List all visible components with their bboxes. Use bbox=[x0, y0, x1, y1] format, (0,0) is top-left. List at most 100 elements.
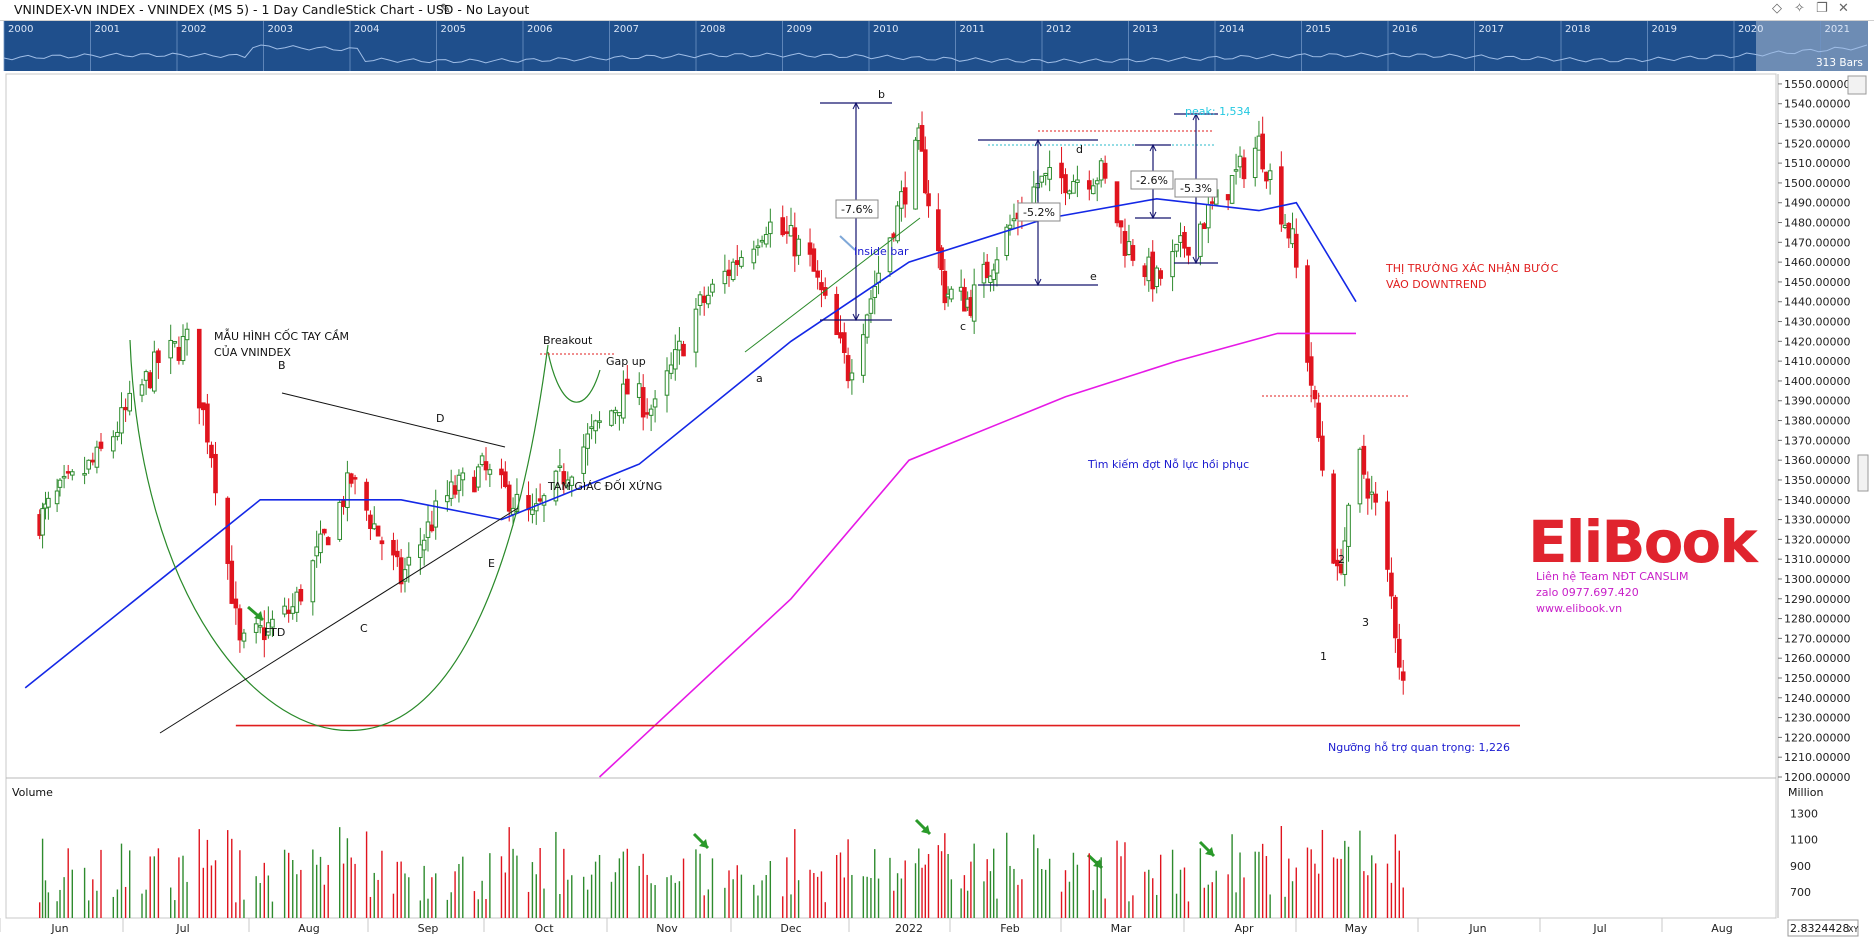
arrow-down-icon bbox=[1192, 256, 1200, 265]
candle bbox=[225, 496, 231, 580]
pct-box-frame bbox=[1174, 178, 1218, 198]
candle bbox=[1385, 490, 1390, 582]
arrow-head-icon bbox=[1205, 847, 1214, 856]
navigator-year-label: 2004 bbox=[354, 24, 379, 35]
candle bbox=[734, 245, 740, 276]
volume-arrow-icon bbox=[692, 832, 710, 850]
candle-body bbox=[1365, 478, 1371, 499]
navigator-year-label: 2005 bbox=[441, 24, 466, 35]
candle bbox=[1154, 265, 1160, 294]
candle bbox=[65, 464, 71, 480]
candle-body bbox=[398, 557, 404, 585]
candle bbox=[394, 539, 400, 567]
candle bbox=[391, 532, 396, 571]
candle-body bbox=[701, 295, 707, 303]
diamond-icon[interactable]: ◇ bbox=[1772, 1, 1782, 16]
candle bbox=[487, 463, 493, 488]
candle bbox=[942, 258, 948, 311]
price-tick-label: 1490.00000 bbox=[1784, 197, 1850, 210]
candle bbox=[115, 421, 120, 441]
navigator-year-label: 2019 bbox=[1652, 24, 1677, 35]
price-tick-label: 1390.00000 bbox=[1784, 395, 1850, 408]
candle-body bbox=[1063, 174, 1068, 194]
candle bbox=[664, 357, 670, 413]
candle-body bbox=[887, 237, 893, 273]
candle-body bbox=[1154, 267, 1160, 288]
candle bbox=[819, 270, 824, 308]
candle-body bbox=[838, 332, 843, 339]
candle-body bbox=[1260, 133, 1265, 170]
pct-box-frame bbox=[1017, 202, 1061, 222]
candle bbox=[1174, 243, 1179, 258]
candle-body bbox=[46, 497, 51, 508]
candle-body bbox=[617, 412, 622, 417]
drawings: -7.6% -5.2% -2.6% -5.3% bbox=[129, 101, 1410, 870]
plot-frame bbox=[5, 73, 1777, 919]
candle-body bbox=[1373, 493, 1378, 503]
pct-label: -2.6% bbox=[1136, 174, 1168, 187]
candle-body bbox=[971, 284, 977, 322]
candle-body bbox=[994, 259, 1000, 274]
candle-body bbox=[1067, 190, 1072, 195]
edit-pencil-icon[interactable]: ✎ bbox=[440, 2, 451, 17]
candle-body bbox=[664, 370, 670, 396]
candle bbox=[811, 243, 817, 272]
candle bbox=[984, 253, 990, 279]
wave-label: D bbox=[436, 412, 444, 425]
candle bbox=[1290, 212, 1295, 248]
candle bbox=[1400, 659, 1406, 695]
triangle-lower-line bbox=[159, 507, 519, 734]
wave-label: B bbox=[278, 359, 286, 372]
candle-body bbox=[726, 269, 732, 277]
gap-up-label: Gap up bbox=[606, 355, 646, 368]
price-tick-label: 1270.00000 bbox=[1784, 632, 1850, 645]
time-tick-label: Jul bbox=[1592, 922, 1606, 935]
navigator-year-label: 2015 bbox=[1306, 24, 1331, 35]
candle bbox=[168, 324, 173, 375]
candle bbox=[887, 236, 893, 277]
candle bbox=[895, 201, 900, 244]
candle-body bbox=[1237, 155, 1243, 168]
candle-body bbox=[448, 481, 454, 499]
candle bbox=[792, 212, 798, 272]
arrow-head-icon bbox=[921, 825, 930, 834]
candle bbox=[298, 584, 304, 606]
pin-icon[interactable]: ✧ bbox=[1794, 1, 1805, 16]
candle bbox=[1233, 153, 1239, 185]
price-tick-label: 1200.00000 bbox=[1784, 771, 1850, 784]
candle bbox=[1396, 623, 1402, 680]
candle-body bbox=[257, 625, 263, 628]
candle-body bbox=[196, 328, 202, 409]
candle-body bbox=[1114, 181, 1120, 224]
bracket-peak bbox=[1174, 112, 1218, 265]
candle bbox=[1150, 240, 1156, 302]
navigator-strip: 2000 2001 2002 2003 2004 2005 2006 2007 2008 2009… bbox=[3, 21, 1868, 71]
ma50-line bbox=[24, 197, 1357, 689]
candle-body bbox=[1320, 435, 1325, 471]
candle bbox=[1198, 221, 1203, 266]
restore-icon[interactable]: ❐ bbox=[1816, 1, 1828, 16]
candle-body bbox=[341, 499, 346, 508]
candle bbox=[621, 370, 626, 424]
candle-body bbox=[394, 550, 400, 558]
close-icon[interactable]: ✕ bbox=[1838, 1, 1849, 16]
candle bbox=[294, 586, 300, 623]
candle-body bbox=[1158, 270, 1163, 279]
price-tick-label: 1530.00000 bbox=[1784, 118, 1850, 131]
cursor-value: 2.8324428 bbox=[1790, 922, 1850, 935]
candle bbox=[1158, 268, 1163, 286]
candle-body bbox=[1118, 220, 1124, 228]
candle-body bbox=[225, 497, 231, 564]
arrow-down-icon bbox=[1034, 278, 1042, 287]
navigator-year-label: 2017 bbox=[1479, 24, 1504, 35]
navigator-year-label: 2012 bbox=[1046, 24, 1071, 35]
cup-arc bbox=[129, 339, 549, 732]
candle-body bbox=[176, 346, 182, 361]
candle-body bbox=[1126, 241, 1132, 255]
candle bbox=[1075, 165, 1080, 198]
candle bbox=[636, 372, 642, 406]
candle bbox=[693, 297, 699, 368]
candle-body bbox=[755, 245, 761, 249]
candle-body bbox=[1047, 167, 1052, 180]
